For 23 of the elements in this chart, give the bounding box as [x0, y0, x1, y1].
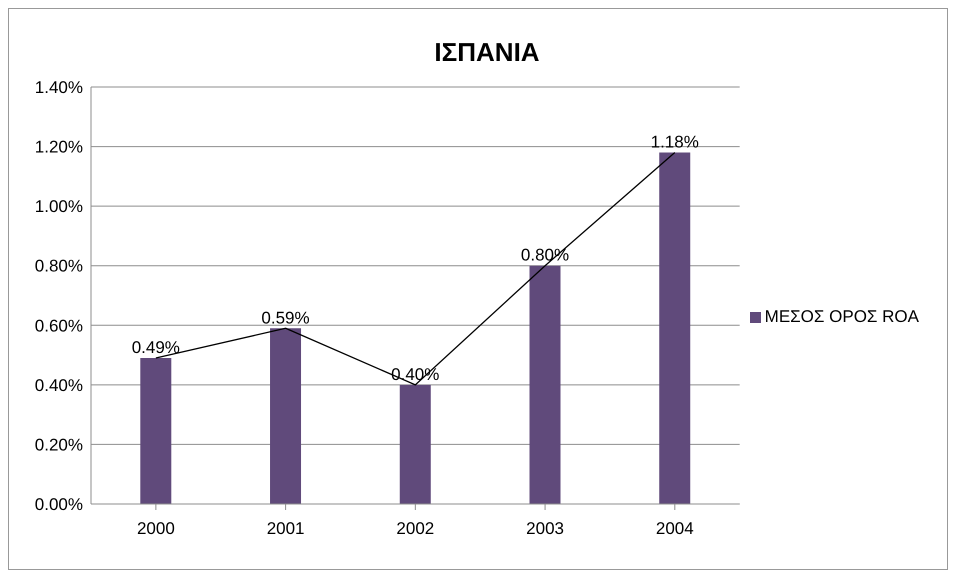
x-tick-label: 2002 [396, 519, 434, 538]
x-tick-label: 2004 [656, 519, 694, 538]
bar [400, 384, 431, 504]
chart-title: ΙΣΠΑΝΙΑ [433, 37, 541, 68]
x-tick-label: 2003 [526, 519, 564, 538]
x-tick-label: 2000 [136, 519, 175, 538]
bar [140, 358, 172, 504]
y-tick-label: 0.60% [34, 316, 83, 336]
y-tick-label: 0.40% [34, 376, 83, 395]
bar [530, 266, 560, 504]
y-tick-label: 1.00% [34, 197, 83, 216]
x-tick-label: 2001 [266, 519, 305, 538]
bar [659, 152, 690, 504]
y-tick-label: 0.00% [34, 495, 83, 514]
data-label: 1.18% [650, 132, 699, 152]
data-label: 0.49% [132, 338, 180, 358]
legend-label: ΜΕΣΟΣ ΟΡΟΣ ROA [764, 306, 919, 326]
y-tick-label: 0.80% [34, 256, 83, 276]
y-tick-label: 0.20% [34, 435, 83, 454]
bar [270, 328, 302, 504]
y-tick-label: 1.20% [34, 138, 83, 157]
y-tick-label: 1.40% [34, 78, 83, 98]
data-label: 0.59% [261, 308, 310, 328]
